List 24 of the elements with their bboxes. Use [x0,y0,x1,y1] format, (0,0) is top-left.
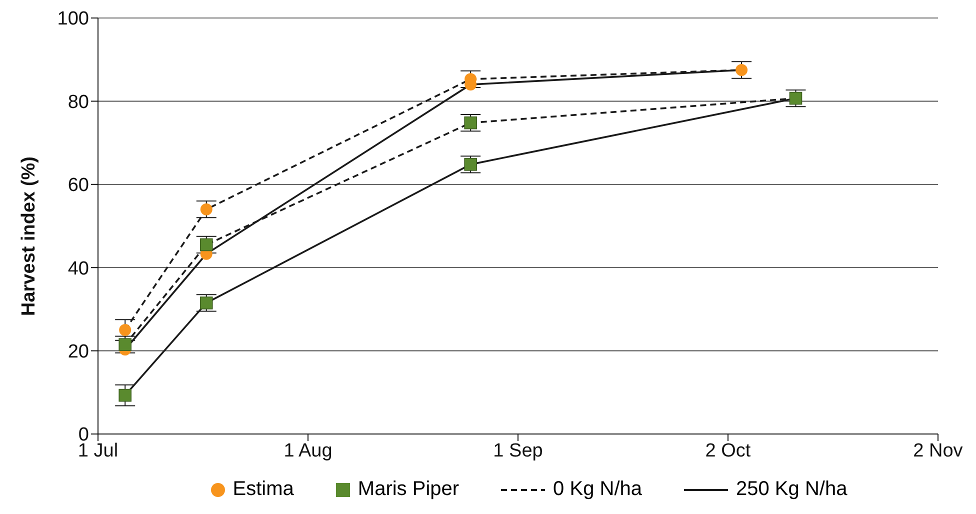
legend-label: Maris Piper [358,478,460,501]
legend-label: 0 Kg N/ha [553,478,642,501]
point [789,92,802,105]
y-tick-label: 60 [68,175,89,196]
x-tick-label: 2 Nov [913,440,964,462]
y-tick-label: 20 [68,342,89,363]
point [464,158,477,171]
y-axis-title: Harvest index (%) [18,156,40,316]
y-tick-label: 100 [57,8,89,30]
point [118,388,132,402]
y-tick-label: 40 [68,258,89,280]
y-tick-label: 80 [68,92,89,113]
legend-label: Estima [232,478,294,501]
legend-label: 250 Kg N/ha [736,478,848,501]
x-tick-label: 1 Sep [493,440,543,462]
point [200,238,213,252]
point [119,324,132,336]
x-tick-label: 2 Oct [705,440,752,462]
x-tick-label: 1 Aug [284,440,332,462]
point [464,116,477,130]
point [118,338,132,351]
point [200,203,212,216]
point [200,296,213,310]
point [736,64,748,76]
